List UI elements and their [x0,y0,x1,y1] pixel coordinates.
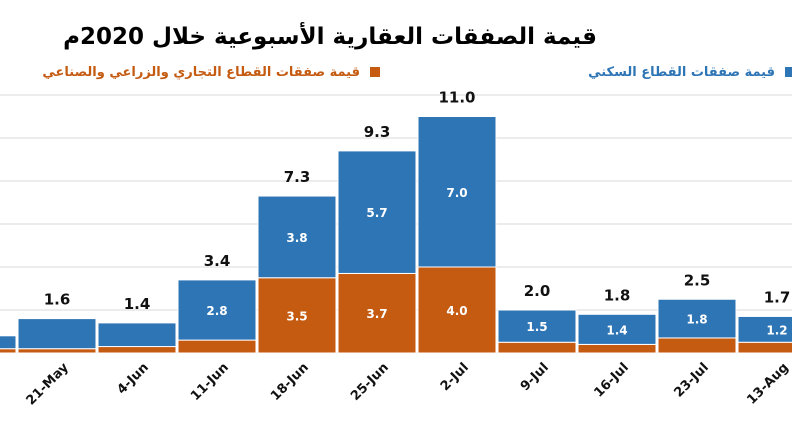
data-label-total: 2.5 [684,271,711,289]
bar-commercial [737,341,792,354]
legend-label-commercial: قيمة صفقات القطاع التجاري والزراعي والصن… [42,65,360,80]
data-label-total: 9.3 [364,123,391,141]
legend-swatch-residential [785,67,792,77]
data-label-residential: 1.2 [766,323,787,337]
x-axis-ticks: 21-May 4-Jun 11-Jun 18-Jun 25-Jun 2-Jul 9-Jul 1… [24,360,792,409]
data-label-total: 1.6 [44,291,71,309]
bar-commercial [177,339,257,354]
bar-residential [17,318,97,350]
x-tick-label: 2-Jul [438,360,472,394]
bar-commercial [0,348,17,354]
data-label-total: 7.3 [284,168,311,186]
bar-commercial [497,341,577,354]
bar-residential [0,335,17,350]
bars [0,116,792,354]
bar-residential [417,116,497,268]
bar-commercial [97,346,177,354]
data-label-residential: 7.0 [446,186,467,200]
x-tick-label: 11-Jun [188,360,232,404]
legend-swatch-commercial [370,67,380,77]
x-tick-label: 9-Jul [518,360,552,394]
data-label-residential: 3.8 [286,231,307,245]
bar-residential [97,322,177,348]
data-label-total: 2.0 [524,282,551,300]
data-labels: 1.6 1.4 2.8 3.4 3.5 3.8 7.3 3.7 5.7 9.3 4.0 7.0 11.0… [44,89,791,338]
bar-residential [177,279,257,341]
data-label-residential: 5.7 [366,206,387,220]
x-tick-label: 21-May [24,360,73,409]
bar-commercial [337,272,417,354]
bar-commercial [577,343,657,354]
data-label-total: 3.4 [204,252,231,270]
data-label-total: 11.0 [438,89,475,107]
data-label-residential: 1.8 [686,313,707,327]
data-label-commercial: 3.7 [366,307,387,321]
x-tick-label: 23-Jul [671,360,711,400]
bar-residential [497,309,577,343]
x-tick-label: 4-Jun [114,360,151,397]
chart-title: قيمة الصفقات العقارية الأسبوعية خلال 202… [63,21,597,50]
data-label-residential: 1.5 [526,320,547,334]
bar-commercial [417,266,497,354]
data-label-total: 1.4 [124,295,151,313]
bar-residential [257,195,337,279]
bar-residential [657,298,737,339]
x-tick-label: 25-Jun [348,360,392,404]
legend-label-residential: قيمة صفقات القطاع السكني [588,65,775,80]
x-tick-label: 16-Jul [591,360,631,400]
data-label-total: 1.7 [764,288,791,306]
data-label-commercial: 3.5 [286,309,307,323]
bar-commercial [257,277,337,354]
x-tick-label: 18-Jun [268,360,312,404]
data-label-residential: 2.8 [206,304,227,318]
data-label-residential: 1.4 [606,323,627,337]
bar-commercial [17,348,97,354]
data-label-total: 1.8 [604,286,631,304]
bar-residential [337,150,417,274]
bar-residential [577,313,657,345]
data-label-commercial: 4.0 [446,304,467,318]
x-tick-label: 13-Aug [744,360,791,407]
bar-residential [737,315,792,343]
bar-commercial [657,337,737,354]
